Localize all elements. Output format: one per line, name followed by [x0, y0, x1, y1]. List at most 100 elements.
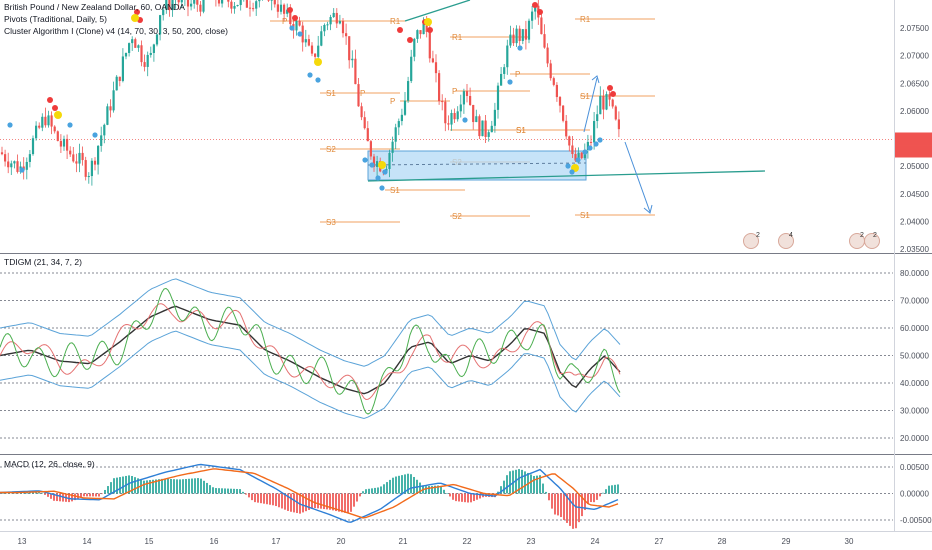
tdigm-pane[interactable]	[0, 272, 893, 439]
macd-histogram-bar[interactable]	[308, 493, 310, 510]
macd-histogram-bar[interactable]	[515, 469, 517, 494]
tdigm-rsi-line[interactable]	[0, 287, 621, 415]
cluster-dot-blue[interactable]	[597, 137, 603, 143]
cluster-dot-blue[interactable]	[462, 117, 468, 123]
macd-histogram-bar[interactable]	[188, 478, 190, 494]
macd-histogram-bar[interactable]	[356, 493, 358, 502]
macd-histogram-bar[interactable]	[467, 493, 469, 503]
candle-body[interactable]	[314, 53, 317, 57]
cluster-dot-red[interactable]	[134, 9, 140, 15]
macd-histogram-bar[interactable]	[497, 491, 499, 494]
candle-body[interactable]	[75, 161, 78, 164]
candle-body[interactable]	[56, 131, 59, 141]
candle-body[interactable]	[593, 121, 596, 143]
candle-body[interactable]	[456, 111, 459, 120]
macd-histogram-bar[interactable]	[269, 493, 271, 505]
macd-histogram-bar[interactable]	[473, 493, 475, 502]
cluster-dot-blue[interactable]	[382, 169, 388, 175]
candle-body[interactable]	[193, 0, 196, 4]
macd-histogram-bar[interactable]	[302, 493, 304, 513]
macd-histogram-bar[interactable]	[431, 485, 433, 494]
candle-body[interactable]	[341, 21, 345, 34]
candle-body[interactable]	[233, 6, 236, 9]
macd-histogram-bar[interactable]	[143, 480, 145, 494]
trend-line[interactable]	[367, 170, 766, 182]
macd-histogram-bar[interactable]	[395, 476, 397, 494]
macd-histogram-bar[interactable]	[452, 493, 454, 500]
macd-histogram-bar[interactable]	[245, 493, 247, 495]
candle-body[interactable]	[397, 121, 400, 128]
candle-body[interactable]	[394, 127, 397, 142]
macd-histogram-bar[interactable]	[602, 492, 604, 494]
candle-body[interactable]	[589, 141, 593, 143]
cluster-dot-blue[interactable]	[587, 145, 593, 151]
candle-body[interactable]	[469, 96, 472, 105]
candle-body[interactable]	[571, 145, 574, 155]
candle-body[interactable]	[503, 67, 506, 74]
cluster-dot-yellow[interactable]	[54, 111, 62, 119]
cluster-dot-red[interactable]	[537, 9, 543, 15]
macd-histogram-bar[interactable]	[542, 483, 544, 494]
macd-histogram-bar[interactable]	[389, 479, 391, 494]
macd-histogram-bar[interactable]	[74, 493, 76, 501]
macd-histogram-bar[interactable]	[380, 486, 382, 494]
cluster-indicator-title[interactable]: Cluster Algorithm I (Clone) v4 (14, 70, …	[4, 26, 228, 36]
macd-histogram-bar[interactable]	[197, 478, 199, 494]
macd-histogram-bar[interactable]	[434, 485, 436, 494]
candle-body[interactable]	[103, 124, 106, 136]
macd-histogram-bar[interactable]	[551, 493, 553, 509]
projection-arrow[interactable]	[583, 77, 598, 133]
candle-body[interactable]	[338, 21, 341, 24]
candle-body[interactable]	[493, 109, 496, 126]
candle-body[interactable]	[87, 176, 90, 178]
macd-histogram-bar[interactable]	[86, 493, 88, 497]
macd-histogram-bar[interactable]	[614, 484, 616, 494]
macd-histogram-bar[interactable]	[47, 493, 49, 497]
macd-histogram-bar[interactable]	[239, 489, 241, 494]
macd-histogram-bar[interactable]	[479, 493, 481, 499]
candle-body[interactable]	[168, 0, 171, 11]
candle-body[interactable]	[152, 44, 155, 53]
macd-histogram-bar[interactable]	[545, 491, 547, 494]
macd-histogram-bar[interactable]	[191, 478, 193, 494]
candle-body[interactable]	[320, 31, 323, 46]
candle-body[interactable]	[422, 20, 425, 35]
candle-body[interactable]	[326, 24, 329, 26]
macd-histogram-bar[interactable]	[284, 493, 286, 510]
candle-body[interactable]	[509, 34, 512, 46]
macd-histogram-bar[interactable]	[503, 480, 505, 494]
candle-body[interactable]	[115, 76, 118, 91]
candle-body[interactable]	[472, 104, 475, 123]
candle-body[interactable]	[236, 5, 239, 7]
macd-histogram-bar[interactable]	[44, 493, 46, 495]
cluster-dot-red[interactable]	[427, 27, 433, 33]
candle-body[interactable]	[345, 33, 348, 37]
macd-histogram-bar[interactable]	[341, 493, 343, 513]
macd-histogram-bar[interactable]	[572, 493, 574, 529]
macd-histogram-bar[interactable]	[164, 478, 166, 494]
candle-body[interactable]	[286, 9, 289, 14]
macd-histogram-bar[interactable]	[404, 474, 406, 494]
candle-body[interactable]	[481, 120, 484, 137]
macd-histogram-bar[interactable]	[587, 493, 589, 504]
macd-histogram-bar[interactable]	[365, 489, 367, 494]
candle-body[interactable]	[543, 34, 546, 48]
candle-body[interactable]	[459, 104, 462, 112]
candle-body[interactable]	[546, 47, 549, 64]
macd-histogram-bar[interactable]	[443, 489, 445, 494]
macd-histogram-bar[interactable]	[536, 475, 538, 494]
event-flag-icon[interactable]	[778, 233, 794, 249]
candle-body[interactable]	[496, 85, 500, 110]
candle-body[interactable]	[568, 136, 571, 146]
candle-body[interactable]	[25, 161, 28, 170]
macd-histogram-bar[interactable]	[227, 488, 229, 494]
macd-histogram-bar[interactable]	[560, 493, 562, 518]
macd-histogram-bar[interactable]	[98, 493, 100, 497]
macd-histogram-bar[interactable]	[500, 486, 502, 494]
candle-body[interactable]	[62, 138, 66, 147]
cluster-dot-blue[interactable]	[369, 162, 375, 168]
macd-histogram-bar[interactable]	[524, 471, 526, 494]
candle-body[interactable]	[565, 120, 568, 137]
macd-histogram-bar[interactable]	[470, 493, 472, 503]
macd-histogram-bar[interactable]	[2, 493, 4, 494]
